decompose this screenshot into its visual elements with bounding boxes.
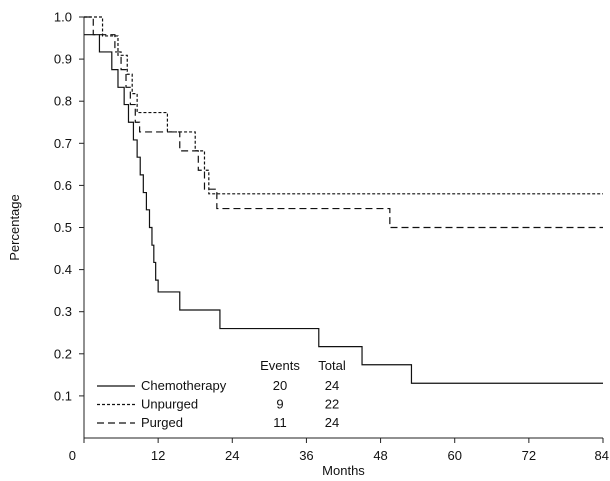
x-tick-label: 60 [447, 448, 461, 463]
legend: Events Total Chemotherapy 20 24 Unpurged 9 22… [97, 358, 346, 430]
x-axis-title: Months [322, 463, 365, 478]
y-tick-label: 0.2 [54, 346, 72, 361]
y-tick-label: 0.9 [54, 52, 72, 67]
legend-label: Chemotherapy [141, 378, 227, 393]
x-tick-label: 72 [522, 448, 536, 463]
series-line-purged [84, 16, 603, 229]
y-axis-title: Percentage [7, 194, 22, 261]
legend-events-value: 11 [273, 415, 287, 430]
legend-rows: Chemotherapy 20 24 Unpurged 9 22 Purged 11 24 [97, 378, 339, 430]
x-tick-label: 84 [595, 448, 609, 463]
series-line-unpurged [84, 16, 603, 195]
y-tick-label: 0.1 [54, 388, 72, 403]
legend-total-value: 24 [325, 378, 339, 393]
x-ticks: 0 12 24 36 48 60 72 84 [69, 438, 609, 463]
legend-events-value: 20 [273, 378, 287, 393]
x-tick-label: 36 [299, 448, 313, 463]
y-tick-label: 0.5 [54, 220, 72, 235]
y-tick-label: 0.3 [54, 304, 72, 319]
legend-header-total: Total [318, 358, 346, 373]
y-tick-label: 0.8 [54, 94, 72, 109]
x-tick-label: 0 [69, 448, 76, 463]
series-lines [84, 16, 603, 384]
legend-header-events: Events [260, 358, 300, 373]
y-ticks: 0.1 0.2 0.3 0.4 0.5 0.6 0.7 0.8 0.9 1.0 [54, 10, 84, 403]
y-tick-label: 0.4 [54, 262, 72, 277]
legend-events-value: 9 [276, 397, 283, 412]
legend-label: Purged [141, 415, 183, 430]
x-tick-label: 24 [225, 448, 239, 463]
y-tick-label: 0.7 [54, 136, 72, 151]
legend-label: Unpurged [141, 397, 198, 412]
x-tick-label: 48 [373, 448, 387, 463]
y-tick-label: 1.0 [54, 10, 72, 25]
legend-total-value: 22 [325, 397, 339, 412]
y-tick-label: 0.6 [54, 178, 72, 193]
y-axis: 0.1 0.2 0.3 0.4 0.5 0.6 0.7 0.8 0.9 1.0 [54, 10, 85, 438]
series-line-chemotherapy [84, 34, 603, 384]
legend-total-value: 24 [325, 415, 339, 430]
x-axis: 0 12 24 36 48 60 72 84 [69, 437, 609, 463]
x-tick-label: 12 [151, 448, 165, 463]
